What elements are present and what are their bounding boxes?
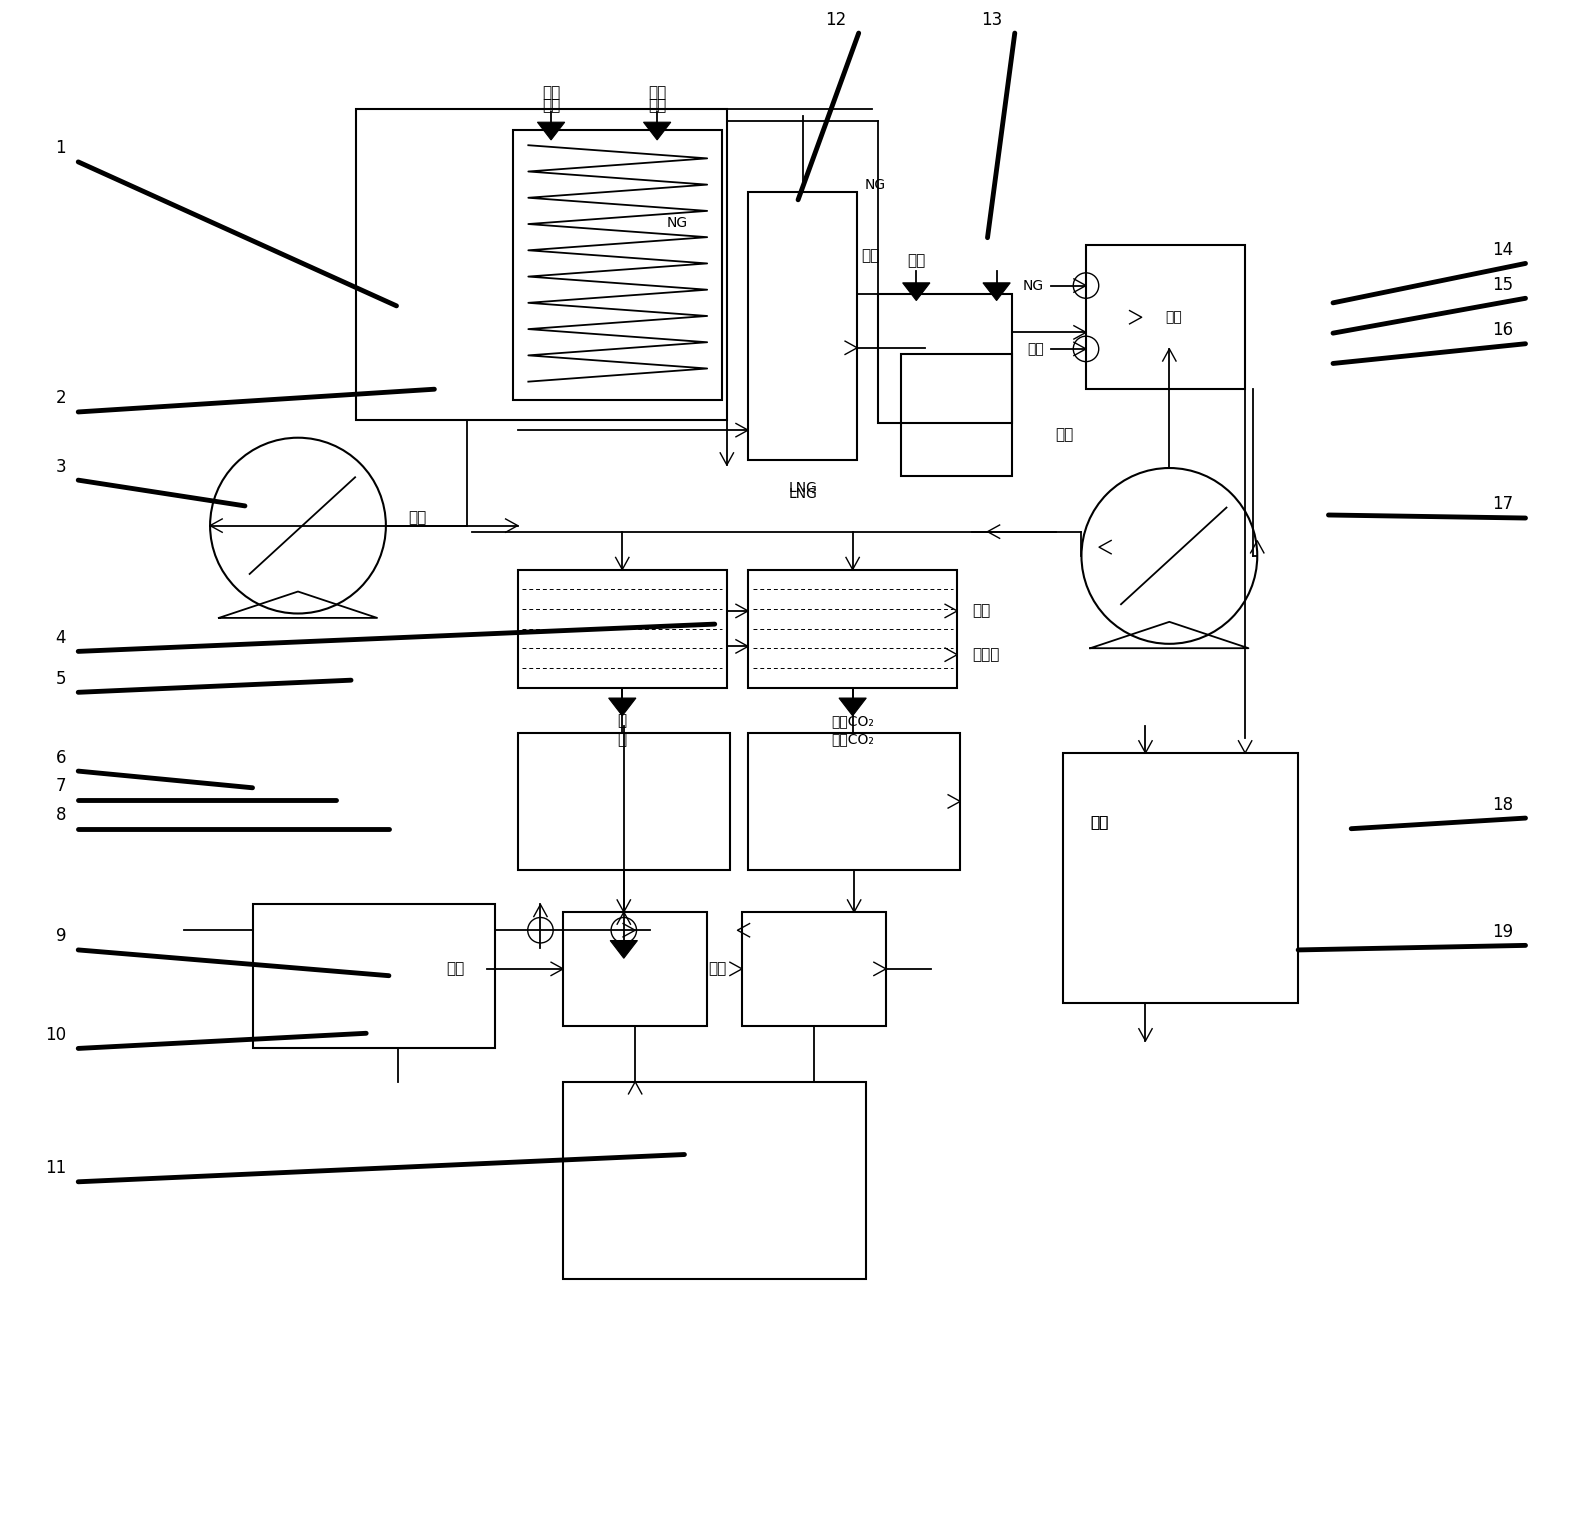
Text: 2: 2 (55, 389, 66, 408)
Text: 9: 9 (55, 928, 66, 946)
Text: 8: 8 (55, 806, 66, 824)
Text: 空气: 空气 (542, 99, 560, 114)
Text: 排气: 排气 (1091, 815, 1108, 830)
Text: 液态CO₂: 液态CO₂ (832, 732, 874, 747)
Bar (514, 131, 723, 400)
Polygon shape (610, 940, 637, 958)
Text: 7: 7 (55, 777, 66, 795)
Bar (748, 733, 960, 870)
Text: 海水: 海水 (862, 248, 881, 263)
Text: 海水: 海水 (446, 961, 465, 976)
Bar (253, 905, 495, 1048)
Polygon shape (983, 283, 1010, 301)
Polygon shape (840, 698, 866, 716)
Text: 氧气: 氧气 (972, 604, 991, 619)
Text: 水: 水 (618, 713, 626, 729)
Bar (901, 354, 1012, 476)
Bar (741, 913, 885, 1025)
Text: 19: 19 (1492, 923, 1513, 941)
Text: 排气: 排气 (1091, 815, 1108, 830)
Text: 15: 15 (1492, 275, 1513, 294)
Bar (748, 192, 857, 461)
Text: LNG: LNG (789, 481, 817, 494)
Text: 废气: 废气 (648, 85, 666, 100)
Polygon shape (538, 122, 564, 140)
Text: NG: NG (865, 178, 885, 192)
Text: 液态CO₂: 液态CO₂ (832, 713, 874, 729)
Text: 11: 11 (44, 1159, 66, 1177)
Text: 海水: 海水 (907, 252, 925, 268)
Bar (1064, 753, 1298, 1002)
Text: 6: 6 (55, 748, 66, 767)
Text: NG: NG (666, 216, 688, 230)
Polygon shape (643, 122, 670, 140)
Bar (748, 569, 957, 687)
Text: 氧气: 氧气 (1056, 427, 1073, 443)
Text: 1: 1 (55, 140, 66, 157)
Text: 氧气: 氧气 (1026, 342, 1043, 356)
Text: 16: 16 (1492, 321, 1513, 339)
Text: 进气: 进气 (1165, 310, 1183, 324)
Text: 17: 17 (1492, 496, 1513, 514)
Text: 18: 18 (1492, 795, 1513, 814)
Text: 5: 5 (55, 669, 66, 687)
Bar (517, 733, 730, 870)
Text: 4: 4 (55, 628, 66, 646)
Bar (563, 1081, 866, 1279)
Text: 12: 12 (825, 11, 846, 29)
Text: 水: 水 (618, 732, 626, 747)
Bar (356, 110, 727, 420)
Text: 10: 10 (44, 1025, 66, 1043)
Text: 海水: 海水 (708, 961, 727, 976)
Text: 空气: 空气 (542, 85, 560, 100)
Text: 废气: 废气 (648, 99, 666, 114)
Bar (1086, 245, 1246, 389)
Polygon shape (903, 283, 930, 301)
Text: 3: 3 (55, 458, 66, 476)
Text: 13: 13 (982, 11, 1002, 29)
Text: LNG: LNG (789, 487, 817, 500)
Bar (879, 294, 1012, 423)
Polygon shape (609, 698, 636, 716)
Text: 液氧: 液氧 (408, 511, 427, 526)
Text: 氦气等: 氦气等 (972, 646, 999, 662)
Text: 14: 14 (1492, 240, 1513, 259)
Bar (517, 569, 727, 687)
Bar (563, 913, 707, 1025)
Text: NG: NG (1023, 278, 1043, 292)
